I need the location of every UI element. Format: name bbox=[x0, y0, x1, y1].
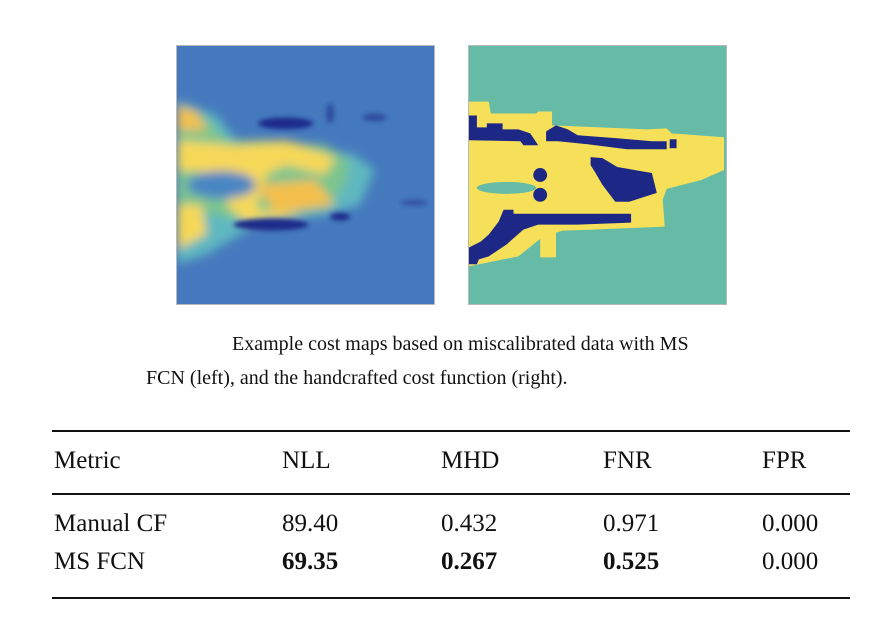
cell-metric: MS FCN bbox=[54, 548, 146, 575]
figure-caption-line-2: FCN (left), and the handcrafted cost fun… bbox=[146, 367, 568, 389]
header-fnr: FNR bbox=[603, 447, 652, 474]
cell-mhd: 0.432 bbox=[441, 510, 498, 537]
cell-nll: 89.40 bbox=[282, 510, 339, 537]
header-nll: NLL bbox=[282, 447, 331, 474]
cell-nll: 69.35 bbox=[282, 548, 339, 575]
cell-metric: Manual CF bbox=[54, 510, 168, 537]
figure-caption-line-1: Example cost maps based on miscalibrated… bbox=[232, 333, 689, 355]
right-cost-map-image bbox=[468, 45, 727, 305]
cell-fnr: 0.971 bbox=[603, 510, 660, 537]
table-bottom-rule bbox=[52, 597, 850, 599]
left-cost-map-image bbox=[176, 45, 435, 305]
header-metric: Metric bbox=[54, 447, 121, 474]
header-fpr: FPR bbox=[762, 447, 807, 474]
header-mhd: MHD bbox=[441, 447, 500, 474]
cell-fpr: 0.000 bbox=[762, 548, 819, 575]
cell-fnr: 0.525 bbox=[603, 548, 660, 575]
cell-mhd: 0.267 bbox=[441, 548, 498, 575]
table-header-rule bbox=[52, 493, 850, 495]
table-top-rule bbox=[52, 430, 850, 432]
cell-fpr: 0.000 bbox=[762, 510, 819, 537]
